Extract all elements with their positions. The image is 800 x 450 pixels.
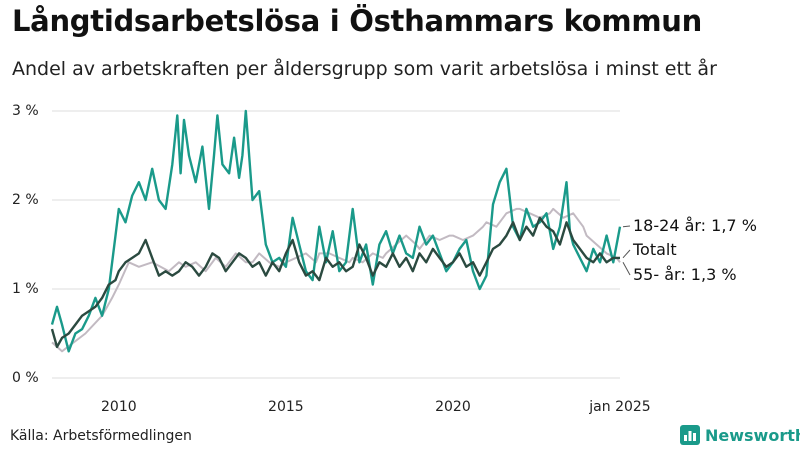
end-label-total: Totalt — [632, 240, 677, 259]
y-tick-label: 0 % — [12, 370, 39, 386]
x-tick-label: 2015 — [268, 399, 304, 415]
y-tick-label: 3 % — [12, 103, 39, 119]
y-tick-label: 1 % — [12, 281, 39, 297]
x-tick-label: 2010 — [101, 399, 137, 415]
source-note: Källa: Arbetsförmedlingen — [10, 428, 192, 444]
newsworthy-icon — [680, 425, 700, 445]
series-line-total — [50, 216, 620, 349]
gridlines: 0 % 1 % 2 % 3 % 2010 2015 2020 jan 2025 — [12, 103, 651, 415]
leader-line-old — [622, 262, 631, 276]
leader-line-young — [622, 225, 631, 228]
chart-title: Långtidsarbetslösa i Östhammars kommun — [12, 4, 702, 38]
end-label-young: 18-24 år: 1,7 % — [633, 216, 757, 235]
chart-subtitle: Andel av arbetskraften per åldersgrupp s… — [12, 58, 717, 80]
series-line-young — [50, 109, 622, 353]
x-tick-label: 2020 — [435, 399, 471, 415]
series-lines — [50, 109, 622, 353]
brand-name: Newsworthy — [705, 425, 800, 445]
leader-line-total — [622, 249, 631, 259]
series-line-old — [51, 207, 621, 353]
y-tick-label: 2 % — [12, 192, 39, 208]
x-tick-label: jan 2025 — [588, 399, 650, 415]
end-label-old: 55- år: 1,3 % — [633, 265, 737, 284]
brand-logo[interactable]: Newsworthy — [680, 425, 800, 445]
series-end-labels: 55- år: 1,3 % 18-24 år: 1,7 % Totalt — [622, 216, 757, 284]
